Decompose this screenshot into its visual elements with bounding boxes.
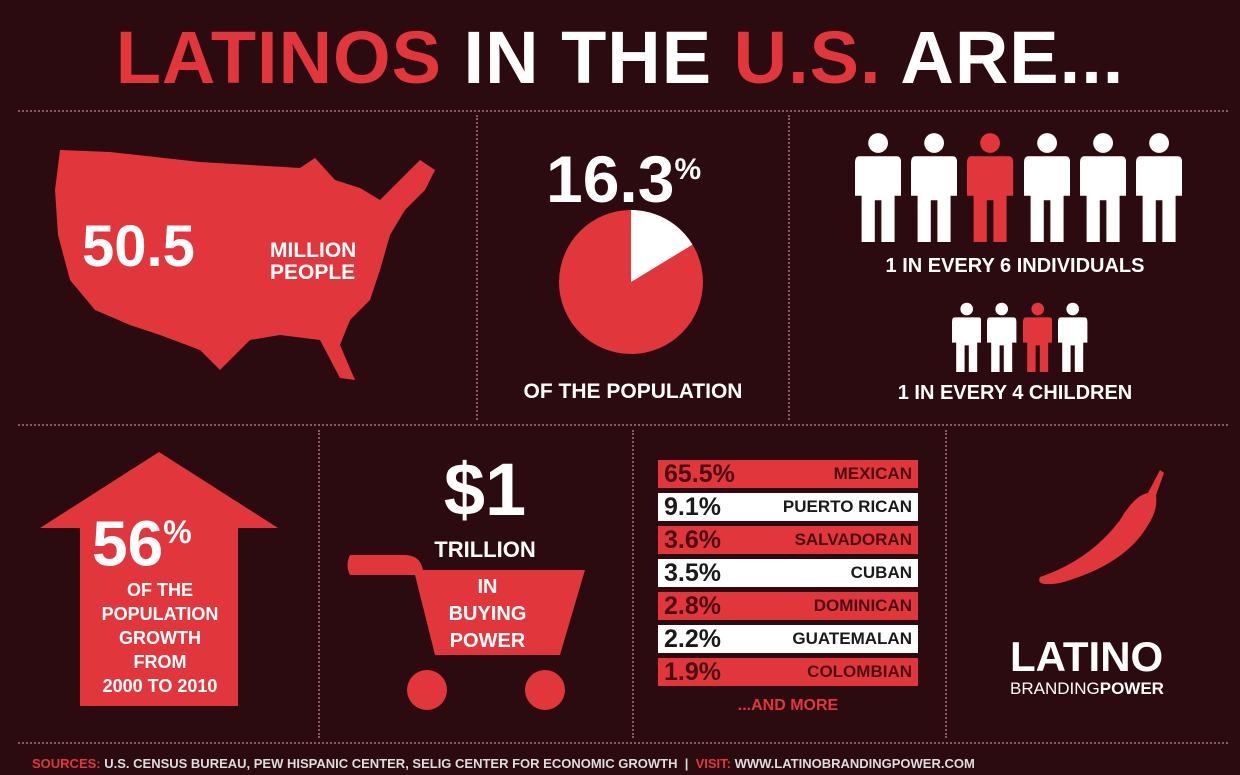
- divider: [788, 115, 790, 420]
- pie-slice-latino: [631, 210, 693, 282]
- person-icon: [967, 133, 1014, 242]
- origin-percent: 3.5%: [664, 558, 721, 587]
- buying-caption: IN BUYING POWER: [448, 576, 527, 652]
- person-icon: [855, 133, 902, 242]
- divider: [18, 424, 1228, 426]
- origin-row: 9.1% PUERTO RICAN: [658, 493, 918, 521]
- origin-percent: 65.5%: [664, 459, 735, 488]
- us-map-icon: [55, 150, 435, 380]
- origins-more: ...AND MORE: [737, 697, 839, 714]
- population-number: 50.5: [82, 214, 195, 279]
- footer: SOURCES: U.S. CENSUS BUREAU, PEW HISPANI…: [32, 756, 975, 771]
- children-icons: [952, 302, 1088, 372]
- person-icon: [987, 302, 1017, 372]
- origin-name: DOMINICAN: [813, 596, 912, 615]
- person-icon: [1058, 302, 1088, 372]
- share-caption: OF THE POPULATION: [523, 380, 743, 403]
- buying-unit: TRILLION: [434, 537, 536, 562]
- origin-percent: 1.9%: [664, 657, 721, 686]
- person-icon: [1022, 302, 1053, 372]
- buying-value: $1: [443, 448, 527, 531]
- divider: [632, 430, 634, 738]
- individuals-icons: [855, 132, 1183, 242]
- origin-name: CUBAN: [850, 563, 912, 582]
- origin-percent: 2.2%: [664, 624, 721, 653]
- divider: [476, 115, 478, 420]
- origin-row: 3.6% SALVADORAN: [658, 526, 918, 554]
- person-icon: [1023, 133, 1070, 242]
- chili-pepper-icon: [1039, 470, 1164, 585]
- person-icon: [1135, 133, 1183, 242]
- origin-name: GUATEMALAN: [792, 629, 912, 648]
- children-caption: 1 IN EVERY 4 CHILDREN: [897, 382, 1133, 404]
- person-icon: [911, 133, 958, 242]
- growth-caption: OF THE POPULATION GROWTH FROM 2000 TO 2010: [101, 580, 219, 696]
- growth-value: 56%: [92, 507, 192, 580]
- page-title: LATINOS IN THE U.S. ARE...: [115, 16, 1125, 99]
- divider: [945, 430, 947, 738]
- person-icon: [1079, 133, 1126, 242]
- share-value: 16.3%: [546, 142, 702, 216]
- origin-name: PUERTO RICAN: [782, 497, 912, 516]
- pie-chart: [559, 210, 703, 354]
- origin-percent: 9.1%: [664, 492, 721, 521]
- individuals-caption: 1 IN EVERY 6 INDIVIDUALS: [885, 255, 1145, 277]
- origin-percent: 3.6%: [664, 525, 721, 554]
- origin-row: 65.5% MEXICAN: [658, 460, 918, 488]
- logo: LATINO BRANDINGPOWER: [1010, 633, 1164, 699]
- origin-row: 2.8% DOMINICAN: [658, 592, 918, 620]
- divider: [18, 110, 1228, 112]
- website-link: WWW.LATINOBRANDINGPOWER.COM: [730, 756, 975, 771]
- up-arrow-icon: [40, 452, 278, 706]
- divider: [318, 430, 320, 738]
- origin-row: 2.2% GUATEMALAN: [658, 625, 918, 653]
- origin-name: MEXICAN: [833, 464, 912, 483]
- shopping-cart-icon: [347, 555, 585, 710]
- person-icon: [952, 302, 982, 372]
- origin-row: 1.9% COLOMBIAN: [658, 658, 918, 686]
- origin-row: 3.5% CUBAN: [658, 559, 918, 587]
- population-unit: MILLION PEOPLE: [270, 239, 357, 284]
- origin-name: SALVADORAN: [794, 530, 912, 549]
- origin-percent: 2.8%: [664, 591, 721, 620]
- origin-name: COLOMBIAN: [807, 662, 912, 681]
- divider: [18, 742, 1228, 744]
